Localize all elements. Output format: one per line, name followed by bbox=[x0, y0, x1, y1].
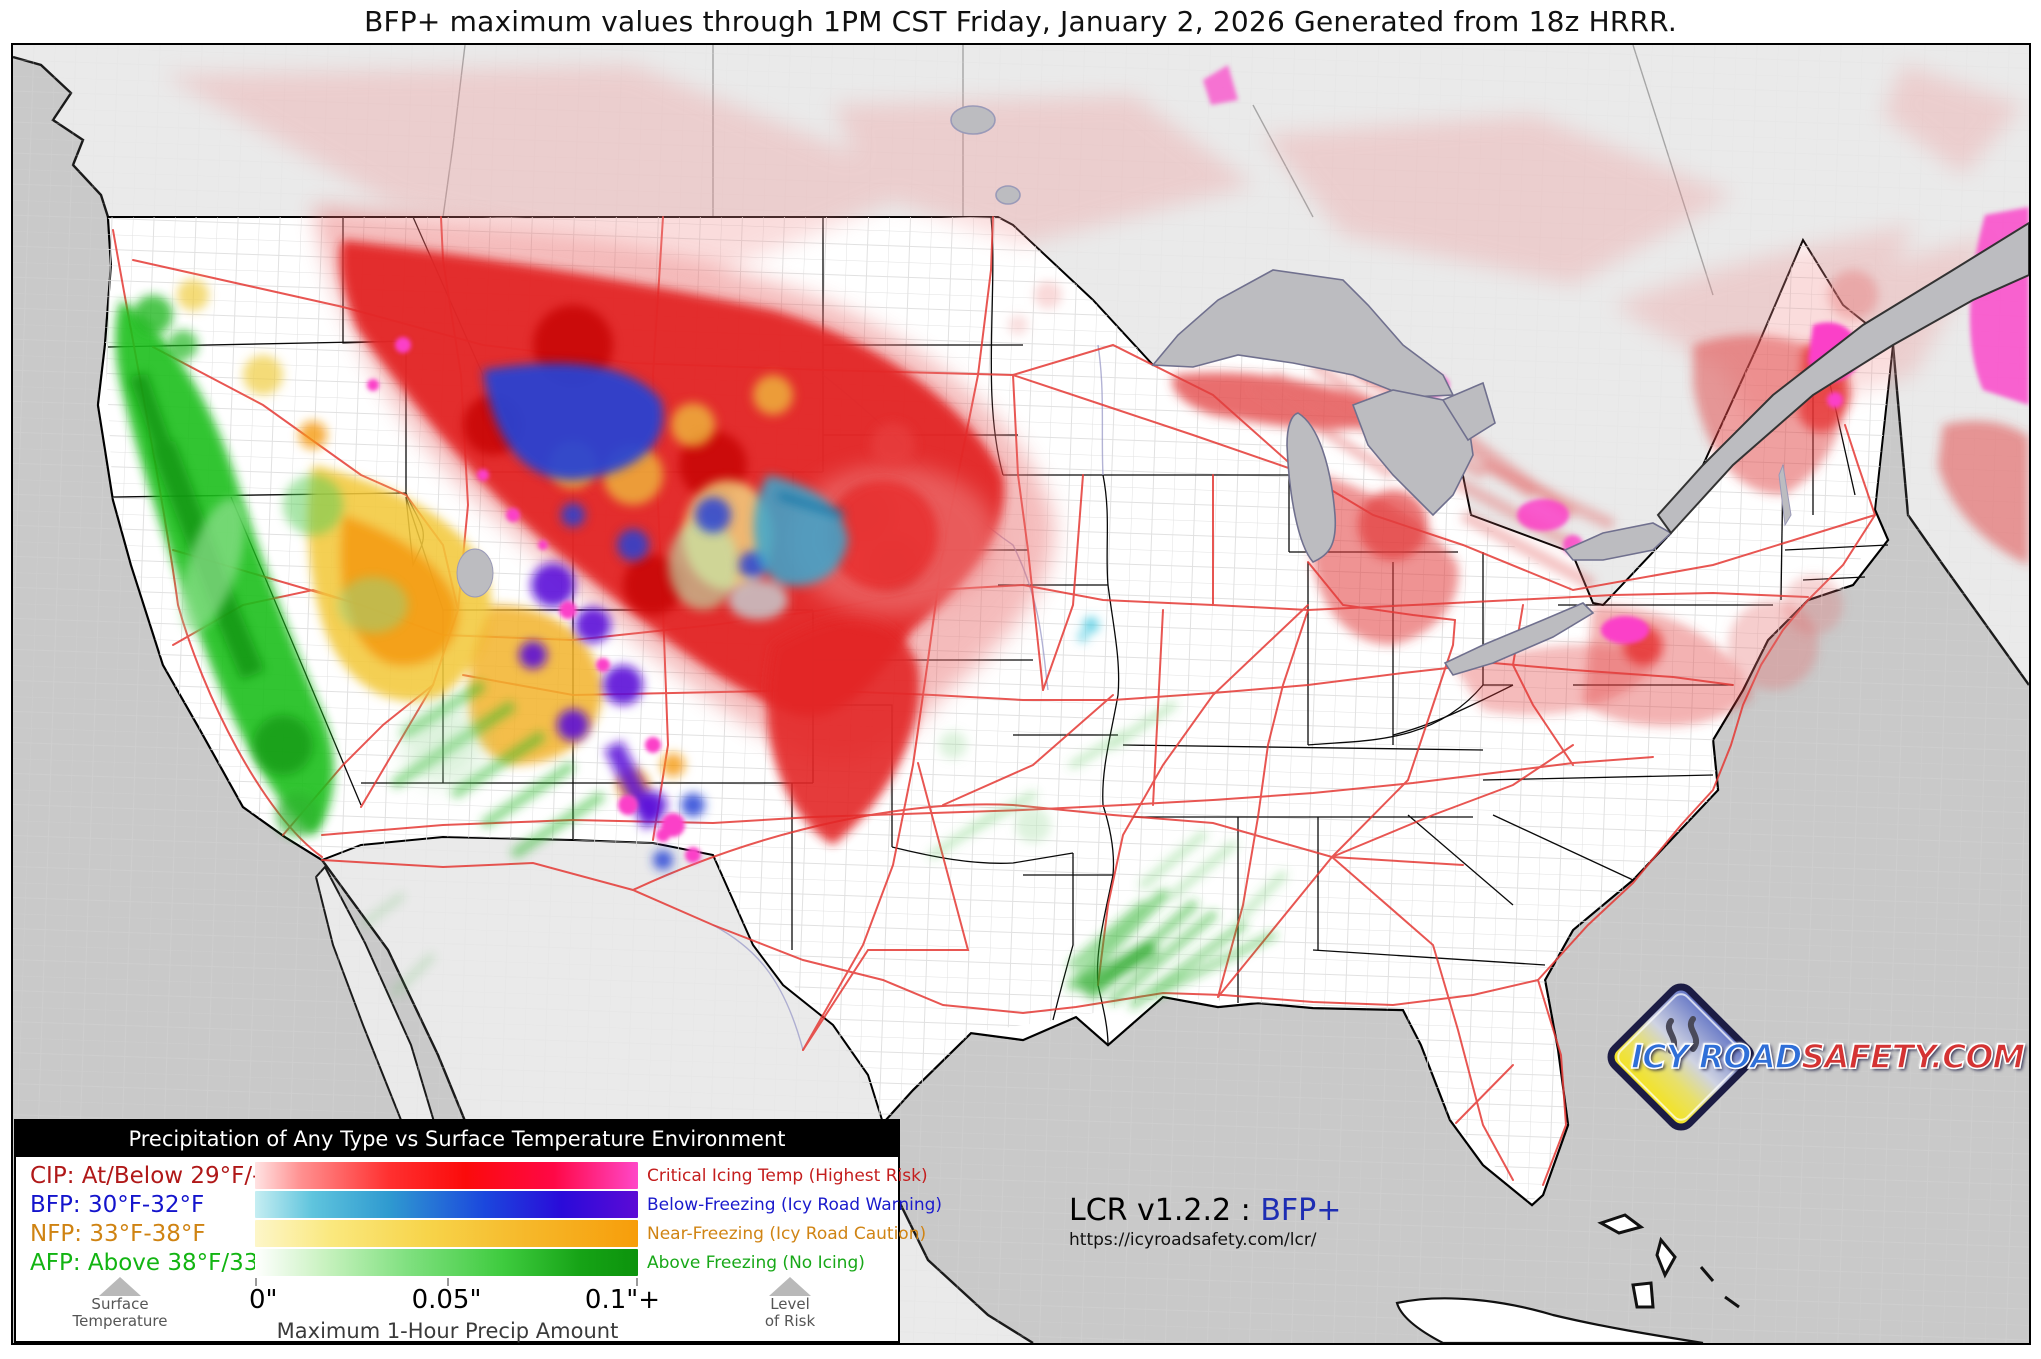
islands bbox=[1395, 1213, 1740, 1343]
risk-line2: of Risk bbox=[764, 1312, 816, 1330]
surface-temp-line2: Temperature bbox=[72, 1312, 168, 1330]
bfp-label: BFP: 30°F-32°F bbox=[30, 1191, 205, 1218]
precip-axis-tickmarks bbox=[255, 1278, 638, 1286]
afp-label: AFP: Above 38°F/33°C bbox=[30, 1249, 286, 1276]
tick-01in-plus: 0.1"+ bbox=[584, 1285, 660, 1315]
legend-row-afp: AFP: Above 38°F/33°C Above Freezing (No … bbox=[16, 1248, 898, 1277]
logo-text-safety-com: SAFETY.COM bbox=[1800, 1036, 2026, 1077]
legend-panel: Precipitation of Any Type vs Surface Tem… bbox=[14, 1119, 942, 1343]
legend-row-nfp: NFP: 33°F-38°F Near-Freezing (Icy Road C… bbox=[16, 1219, 926, 1248]
mode-label: BFP+ bbox=[1260, 1193, 1342, 1228]
title-bar: BFP+ maximum values through 1PM CST Frid… bbox=[0, 0, 2041, 43]
credit-url[interactable]: https://icyroadsafety.com/lcr/ bbox=[1069, 1230, 1317, 1250]
tick-0in: 0" bbox=[249, 1285, 278, 1315]
overlay-lakes-red bbox=[1008, 270, 2029, 727]
georgian-bay bbox=[1441, 381, 1496, 442]
weather-overlay bbox=[115, 65, 2029, 1009]
cip-label: CIP: At/Below 29°F/-2°C bbox=[30, 1162, 303, 1189]
level-of-risk-note: Level of Risk bbox=[710, 1277, 870, 1330]
cip-gradient-bar bbox=[255, 1162, 638, 1189]
overlay-bfp-blue bbox=[483, 363, 1099, 870]
great-lakes bbox=[456, 105, 2029, 676]
level-of-risk-arrow-icon bbox=[769, 1277, 811, 1296]
cuba bbox=[1395, 1297, 1704, 1343]
nfp-gradient-bar bbox=[255, 1220, 638, 1247]
skid-marks-icon bbox=[1666, 1016, 1700, 1054]
lake-huron bbox=[1351, 389, 1474, 517]
lake-michigan bbox=[1286, 412, 1337, 563]
logo-text-icy-road: ICY ROAD bbox=[1630, 1036, 1803, 1077]
surface-temperature-note: Surface Temperature bbox=[40, 1277, 200, 1330]
credit-block: LCR v1.2.2 : BFP+ https://icyroadsafety.… bbox=[1069, 1193, 1341, 1250]
surface-temp-line1: Surface bbox=[91, 1295, 149, 1313]
nfp-label: NFP: 33°F-38°F bbox=[30, 1220, 206, 1247]
overlay-afp-green-south bbox=[929, 701, 1287, 1009]
lake-superior bbox=[1151, 269, 1455, 398]
ice-warning-diamond-icon bbox=[1607, 983, 1755, 1131]
legend-title: Precipitation of Any Type vs Surface Tem… bbox=[16, 1121, 898, 1157]
legend-row-bfp: BFP: 30°F-32°F Below-Freezing (Icy Road … bbox=[16, 1190, 942, 1219]
lake-ontario bbox=[1563, 522, 1673, 561]
precip-axis-label: Maximum 1-Hour Precip Amount bbox=[276, 1319, 619, 1343]
page-title: BFP+ maximum values through 1PM CST Frid… bbox=[364, 5, 1677, 38]
bfp-description: Below-Freezing (Icy Road Warning) bbox=[647, 1194, 943, 1215]
bahamas bbox=[1597, 1213, 1740, 1309]
legend-row-cip: CIP: At/Below 29°F/-2°C Critical Icing T… bbox=[16, 1161, 928, 1190]
bfp-gradient-bar bbox=[255, 1191, 638, 1218]
lake-erie bbox=[1443, 602, 1595, 676]
lake-champlain bbox=[1778, 463, 1792, 527]
overlay-afp-green-west bbox=[115, 295, 738, 998]
afp-gradient-bar bbox=[255, 1249, 638, 1276]
cip-description: Critical Icing Temp (Highest Risk) bbox=[647, 1165, 928, 1186]
afp-description: Above Freezing (No Icing) bbox=[647, 1252, 865, 1273]
great-salt-lake bbox=[456, 548, 494, 598]
tick-005in: 0.05" bbox=[411, 1285, 482, 1315]
map-frame: Precipitation of Any Type vs Surface Tem… bbox=[11, 43, 2031, 1345]
precip-axis-ticks: 0" 0.05" 0.1"+ bbox=[249, 1285, 660, 1315]
nfp-description: Near-Freezing (Icy Road Caution) bbox=[647, 1223, 927, 1244]
surface-temperature-arrow-icon bbox=[99, 1277, 141, 1296]
icyroadsafety-logo: ICY ROADSAFETY.COM bbox=[1603, 979, 2026, 1139]
logo-text: ICY ROADSAFETY.COM bbox=[1630, 1036, 2026, 1077]
legend-rows: CIP: At/Below 29°F/-2°C Critical Icing T… bbox=[16, 1161, 942, 1277]
app-version: LCR v1.2.2 : bbox=[1069, 1193, 1251, 1228]
st-lawrence-river bbox=[1656, 221, 2029, 535]
risk-line1: Level bbox=[770, 1295, 810, 1313]
